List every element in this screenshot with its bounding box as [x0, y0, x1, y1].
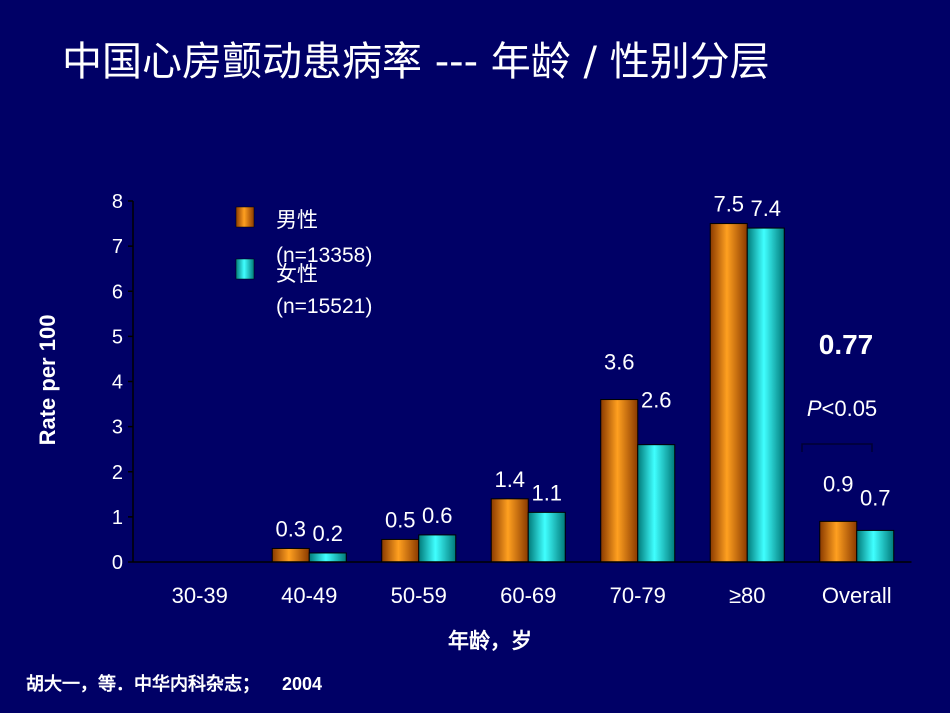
legend-label-female: 女性	[276, 262, 318, 286]
y-tick-label: 5	[112, 326, 123, 348]
bar-female	[308, 552, 347, 563]
p-value-text: <0.05	[822, 396, 878, 421]
source-year: 2004	[282, 674, 323, 694]
data-label-male: 0.5	[385, 507, 416, 532]
y-axis-label: Rate per 100	[35, 315, 60, 446]
data-label-male: 0.9	[823, 471, 854, 496]
y-tick-label: 6	[112, 281, 123, 303]
x-tick-label: ≥80	[729, 583, 766, 608]
legend-n-male: (n=13358)	[276, 244, 372, 267]
x-tick-label: Overall	[822, 583, 892, 608]
bar-male	[819, 520, 858, 563]
data-label-male: 3.6	[604, 350, 635, 375]
p-value-annotation: P<0.05	[807, 396, 877, 421]
x-tick-label: 30-39	[172, 583, 228, 608]
data-label-male: 0.3	[275, 516, 306, 541]
data-label-female: 2.6	[641, 388, 672, 413]
data-label-female: 7.4	[750, 196, 781, 221]
y-tick-label: 8	[112, 191, 123, 213]
legend: 男性 (n=13358) 女性 (n=15521)	[235, 206, 372, 318]
source-citation: 胡大一，等．中华内科杂志； 2004	[26, 670, 322, 696]
bar-female	[637, 444, 676, 563]
data-label-female: 0.6	[422, 503, 453, 528]
ratio-annotation: 0.77	[819, 329, 874, 360]
bar-female	[856, 529, 895, 563]
bar-male	[709, 223, 748, 563]
bar-male	[381, 538, 420, 563]
legend-label-male: 男性	[276, 208, 318, 232]
y-tick-label: 3	[112, 417, 123, 439]
bar-female	[418, 534, 457, 563]
legend-n-female: (n=15521)	[276, 295, 372, 318]
bars: 0.3 0.2 0.5 0.6 1.41.1 3.62.6 7.5 7.4 0.90.7	[162, 192, 895, 563]
x-tick-label: 50-59	[391, 583, 447, 608]
x-tick-label: 40-49	[281, 583, 337, 608]
bar-male	[490, 498, 529, 563]
y-tick-label: 1	[112, 507, 123, 529]
data-label-male: 7.5	[713, 192, 744, 217]
data-label-male: 1.4	[494, 467, 525, 492]
data-label-female: 0.2	[312, 521, 343, 546]
source-text: 胡大一，等．中华内科杂志；	[26, 674, 260, 695]
comparison-bracket	[801, 443, 873, 452]
y-tick-label: 0	[112, 552, 123, 574]
x-tick-label: 70-79	[610, 583, 666, 608]
data-label-female: 1.1	[531, 480, 562, 505]
p-value-letter: P	[807, 396, 822, 421]
y-tick-label: 7	[112, 236, 123, 258]
y-axis: 0 1 2 3 4 5 6 7 8	[112, 191, 134, 574]
bar-female	[746, 227, 785, 563]
x-axis-label: 年龄，岁	[448, 629, 532, 653]
bar-female	[527, 511, 566, 563]
x-tick-label: 60-69	[500, 583, 556, 608]
bar-male	[600, 399, 639, 563]
slide-title: 中国心房颤动患病率 --- 年龄 / 性别分层	[62, 39, 770, 85]
x-axis: 30-39 40-49 50-59 60-69 70-79 ≥80 Overall	[133, 561, 912, 608]
legend-swatch-female	[235, 258, 255, 280]
y-tick-label: 2	[112, 462, 123, 484]
y-tick-label: 4	[112, 372, 123, 394]
data-label-female: 0.7	[860, 485, 891, 510]
legend-swatch-male	[235, 206, 255, 228]
bar-male	[271, 547, 310, 563]
